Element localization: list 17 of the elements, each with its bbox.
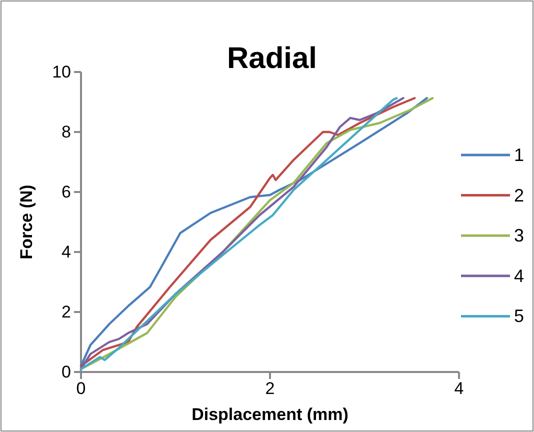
legend-label: 4	[514, 266, 524, 286]
legend-label: 5	[514, 306, 524, 326]
y-axis-title: Force (N)	[17, 184, 36, 260]
x-tick-label: 4	[454, 379, 464, 398]
x-tick-label: 2	[265, 379, 275, 398]
legend-label: 1	[514, 145, 524, 165]
y-tick-label: 4	[62, 242, 71, 262]
x-tick-label: 0	[76, 379, 86, 398]
y-tick-label: 8	[62, 122, 71, 142]
y-tick-label: 0	[62, 362, 71, 382]
chart-title: Radial	[226, 42, 318, 75]
legend-label: 2	[514, 185, 524, 206]
x-axis-title: Displacement (mm)	[192, 405, 348, 424]
y-tick-label: 2	[62, 302, 71, 322]
legend-label: 3	[514, 226, 524, 246]
y-tick-label: 6	[62, 182, 71, 202]
y-tick-label: 10	[52, 62, 71, 82]
